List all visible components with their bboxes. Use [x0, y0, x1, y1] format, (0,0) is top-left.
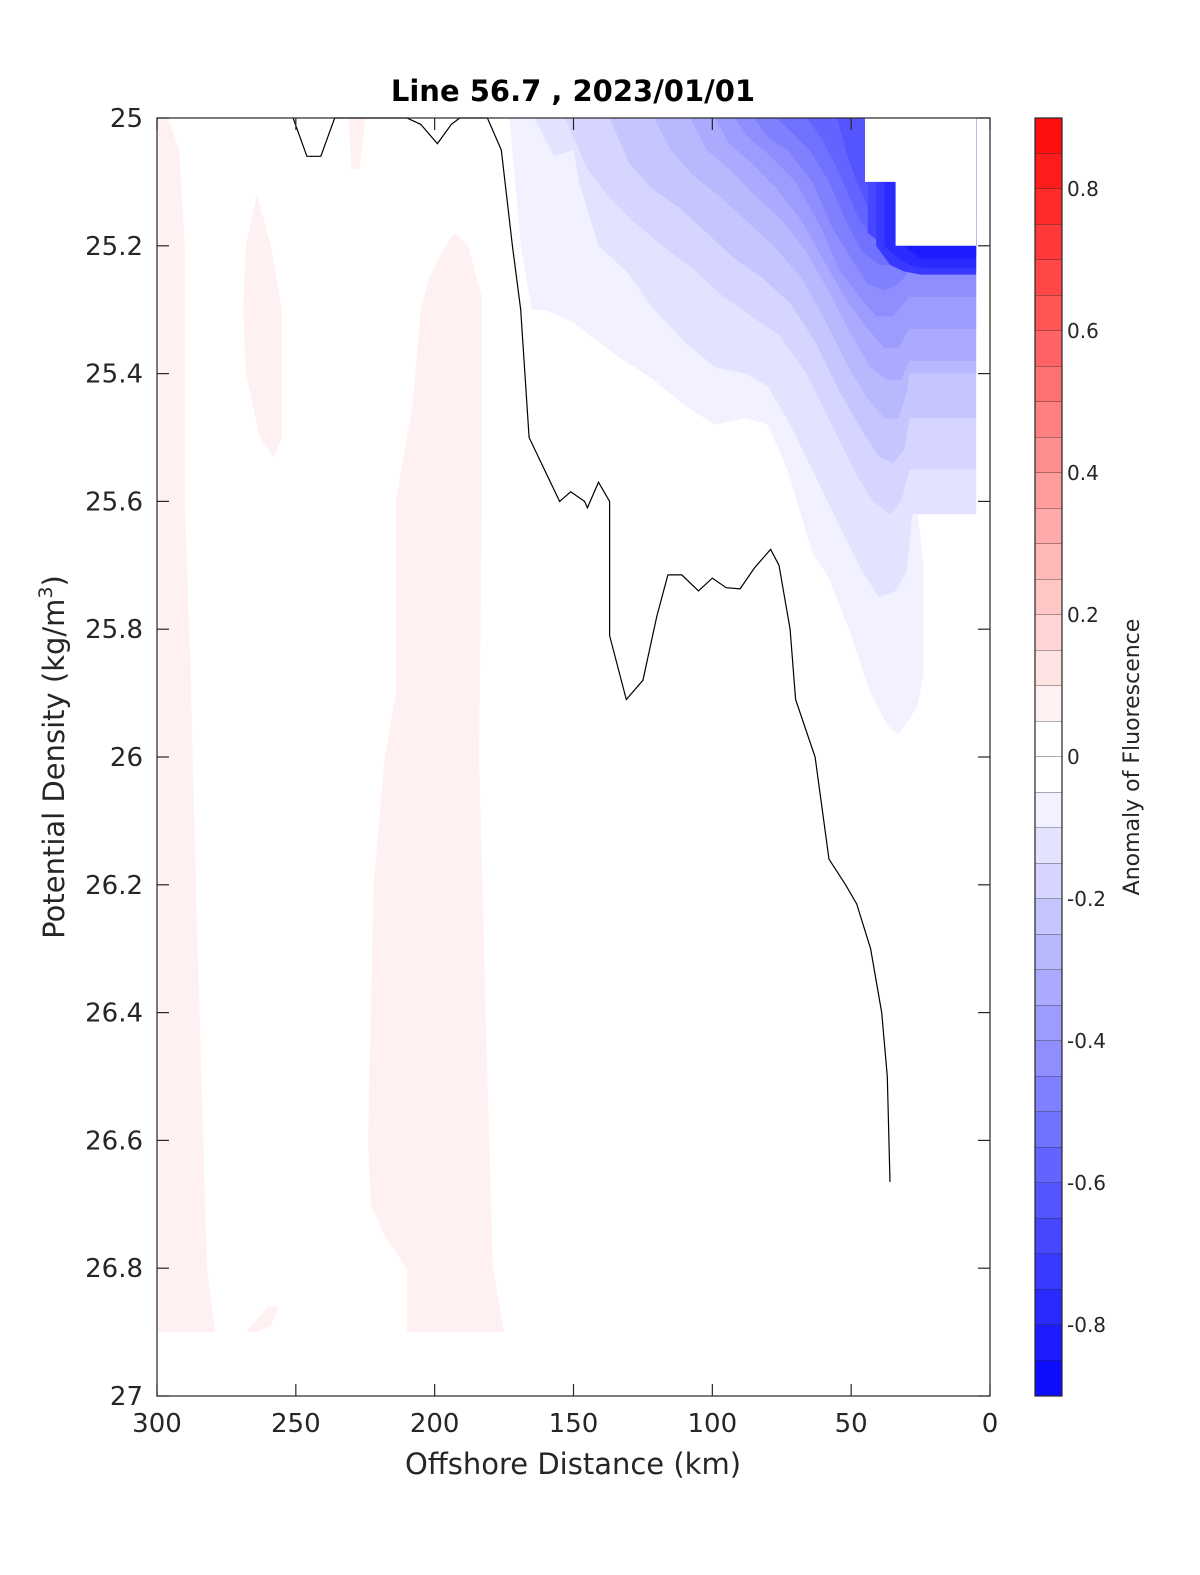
colorbar-segment — [1035, 579, 1062, 616]
colorbar-segment — [1035, 934, 1062, 971]
colorbar-segment — [1035, 899, 1062, 935]
positive-anomaly-layer — [157, 118, 505, 1333]
data-gap-region — [865, 118, 977, 246]
x-tick-label: 50 — [835, 1409, 868, 1439]
colorbar-segment — [1035, 1254, 1062, 1290]
colorbar-segment — [1035, 331, 1062, 367]
y-axis-label-superscript: 3 — [35, 586, 57, 598]
colorbar-segment — [1035, 1005, 1062, 1042]
colorbar-tick-label: 0 — [1067, 745, 1080, 769]
y-axis: 25 25.2 25.4 25.6 25.8 26 26.2 26.4 26.6 26.8 27 — [85, 104, 990, 1412]
x-tick-label: 250 — [271, 1409, 321, 1439]
colorbar-segment — [1035, 721, 1062, 758]
positive-anomaly-region — [157, 118, 216, 1333]
colorbar-segment — [1035, 1183, 1062, 1219]
colorbar-segment — [1035, 615, 1062, 651]
colorbar-frame — [1034, 117, 1063, 1397]
x-tick-label: 300 — [132, 1409, 182, 1439]
colorbar-segment — [1035, 828, 1062, 864]
y-tick-label: 25.4 — [85, 360, 143, 390]
colorbar-segment — [1035, 757, 1062, 793]
chart-title: Line 56.7 , 2023/01/01 — [391, 74, 755, 108]
colorbar-tick-label: 0.4 — [1067, 461, 1099, 485]
colorbar-tick-label: 0.6 — [1067, 319, 1099, 343]
colorbar-segment — [1035, 260, 1062, 296]
y-axis-label-text: Potential Density (kg/m — [37, 599, 71, 939]
colorbar-segment — [1035, 650, 1062, 687]
colorbar-tick-label: 0.2 — [1067, 603, 1099, 627]
colorbar-segment — [1035, 1112, 1062, 1148]
colorbar-tick-label: 0.8 — [1067, 177, 1099, 201]
colorbar-segment — [1035, 544, 1062, 580]
x-tick-label: 0 — [982, 1409, 999, 1439]
colorbar-label: Anomaly of Fluorescence — [1120, 619, 1145, 896]
y-tick-label: 25.2 — [85, 232, 143, 262]
colorbar-segment — [1035, 792, 1062, 829]
negative-anomaly-layer — [509, 118, 977, 735]
y-tick-label: 25 — [110, 104, 143, 134]
y-tick-label: 26.2 — [85, 871, 143, 901]
colorbar-segment — [1035, 437, 1062, 474]
x-axis: 300 250 200 150 100 50 0 — [132, 118, 998, 1439]
colorbar-segment — [1035, 863, 1062, 900]
x-tick-label: 200 — [410, 1409, 460, 1439]
positive-anomaly-region — [243, 194, 282, 457]
colorbar-segment — [1035, 118, 1062, 154]
colorbar-segment — [1035, 1325, 1062, 1361]
x-axis-label: Offshore Distance (km) — [405, 1447, 741, 1481]
y-tick-label: 26 — [110, 743, 143, 773]
y-tick-label: 25.8 — [85, 615, 143, 645]
colorbar-segment — [1035, 153, 1062, 190]
plot-area — [156, 117, 991, 1397]
colorbar-segment — [1035, 295, 1062, 332]
colorbar-segment — [1035, 686, 1062, 722]
colorbar-segment — [1035, 473, 1062, 509]
y-tick-label: 27 — [110, 1382, 143, 1412]
x-tick-label: 150 — [549, 1409, 599, 1439]
colorbar-segment — [1035, 366, 1062, 403]
colorbar-segment — [1035, 508, 1062, 545]
colorbar-tick-label: -0.4 — [1067, 1029, 1106, 1053]
y-axis-label: Potential Density (kg/m3) — [35, 575, 71, 939]
zero-contour-line — [292, 117, 891, 1182]
colorbar-segment — [1035, 1289, 1062, 1326]
colorbar-segment — [1035, 970, 1062, 1006]
positive-anomaly-region — [348, 118, 366, 170]
colorbar-segment — [1035, 1147, 1062, 1184]
colorbar-tick-label: -0.8 — [1067, 1313, 1106, 1337]
y-tick-label: 25.6 — [85, 487, 143, 517]
colorbar-tick-label: -0.6 — [1067, 1171, 1106, 1195]
colorbar-segment — [1035, 1218, 1062, 1255]
colorbar-segment — [1035, 1360, 1062, 1397]
positive-anomaly-region — [245, 1306, 280, 1333]
colorbar-segment — [1035, 189, 1062, 225]
colorbar-segment — [1035, 1076, 1062, 1113]
y-tick-label: 26.6 — [85, 1126, 143, 1156]
colorbar-segment — [1035, 224, 1062, 261]
positive-anomaly-region — [368, 233, 505, 1333]
x-tick-label: 100 — [688, 1409, 738, 1439]
y-tick-label: 26.8 — [85, 1254, 143, 1284]
colorbar-tick-label: -0.2 — [1067, 887, 1106, 911]
colorbar-segment — [1035, 402, 1062, 438]
y-tick-label: 26.4 — [85, 999, 143, 1029]
y-axis-label-close: ) — [37, 575, 71, 586]
colorbar-segment — [1035, 1041, 1062, 1077]
colorbar: 0.8 0.6 0.4 0.2 0 -0.2 -0.4 -0.6 -0.8 — [1034, 117, 1106, 1397]
